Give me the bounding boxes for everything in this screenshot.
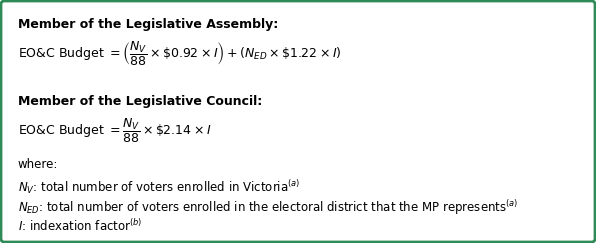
Text: $N_{ED}$: total number of voters enrolled in the electoral district that the MP : $N_{ED}$: total number of voters enrolle… [18, 198, 519, 217]
Text: EO&C Budget $= \dfrac{N_V}{88} \times \$2.14 \times I$: EO&C Budget $= \dfrac{N_V}{88} \times \$… [18, 117, 212, 145]
Text: where:: where: [18, 158, 58, 171]
Text: Member of the Legislative Assembly:: Member of the Legislative Assembly: [18, 18, 278, 31]
Text: Member of the Legislative Council:: Member of the Legislative Council: [18, 95, 262, 108]
Text: $N_V$: total number of voters enrolled in Victoria$^{(a)}$: $N_V$: total number of voters enrolled i… [18, 178, 300, 196]
Text: EO&C Budget $= \left(\dfrac{N_V}{88} \times \$0.92 \times I\right) + \left(N_{ED: EO&C Budget $= \left(\dfrac{N_V}{88} \ti… [18, 40, 342, 68]
Text: $I$: indexation factor$^{(b)}$: $I$: indexation factor$^{(b)}$ [18, 218, 142, 234]
